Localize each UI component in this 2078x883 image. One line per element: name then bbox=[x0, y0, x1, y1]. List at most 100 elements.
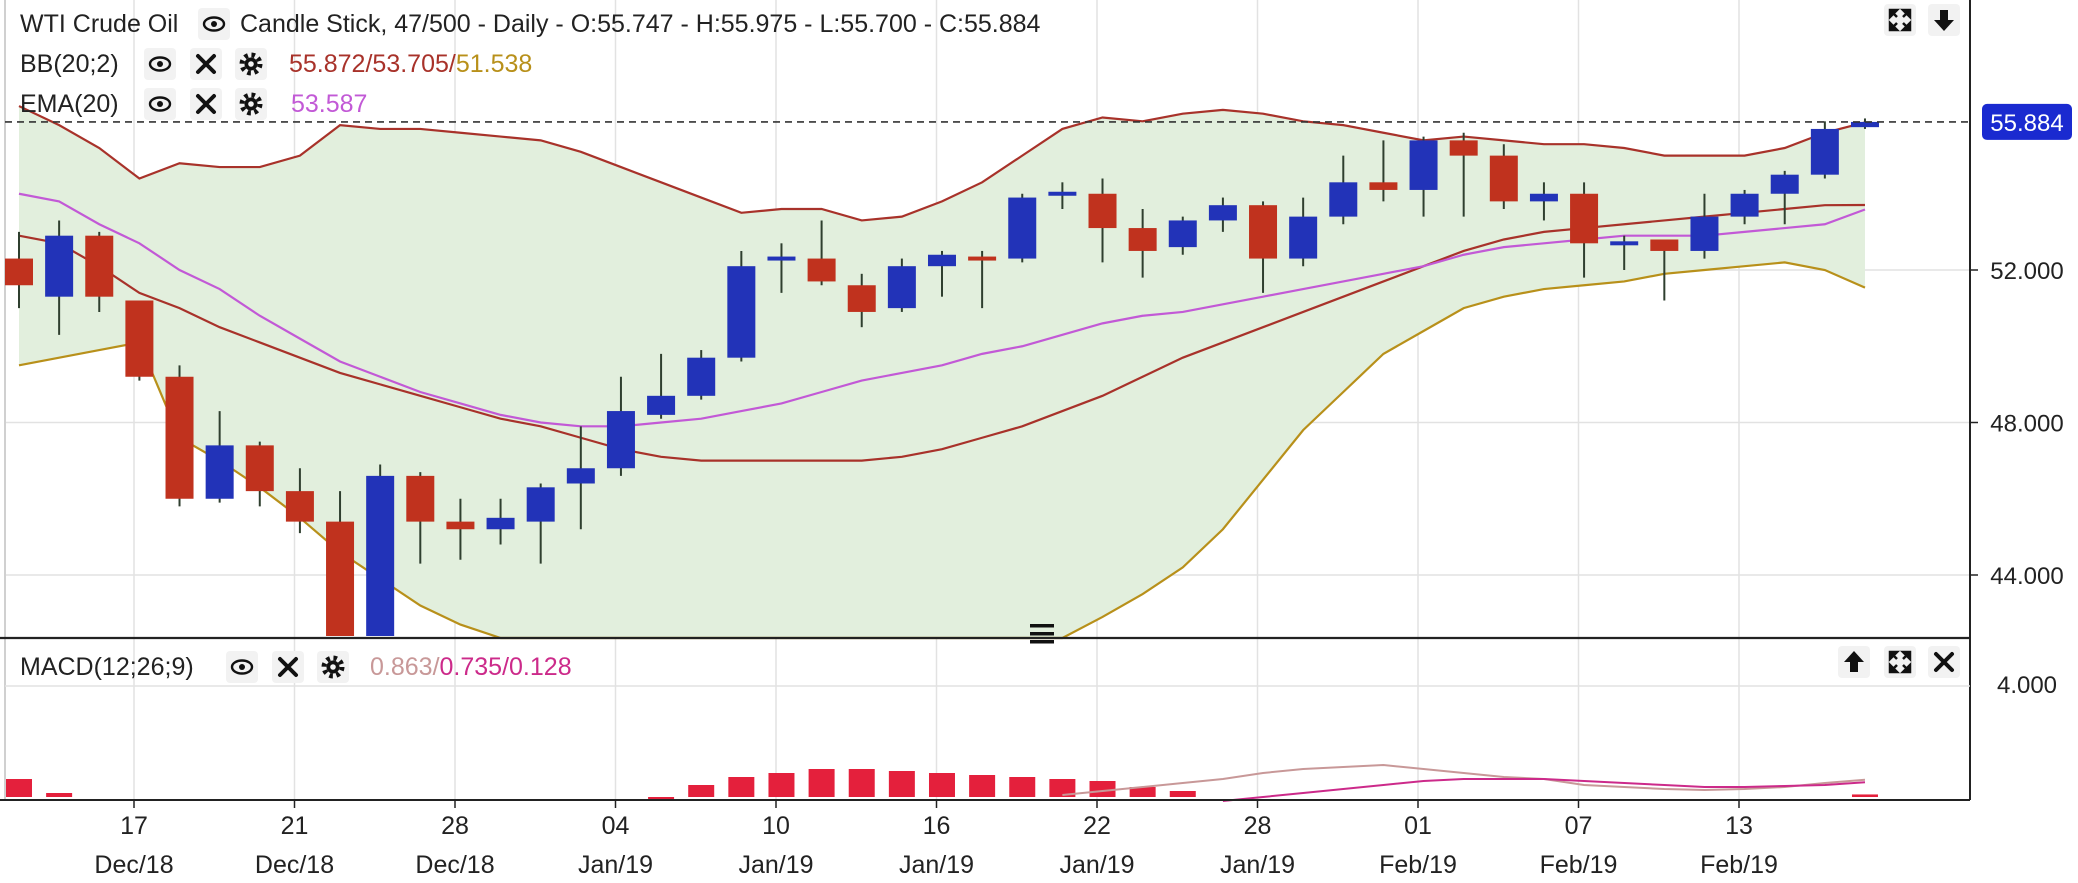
macd-panel[interactable] bbox=[5, 685, 1970, 802]
ema-eye-button[interactable] bbox=[144, 88, 176, 120]
chart-info: Candle Stick, 47/500 - Daily - O:55.747 … bbox=[240, 10, 1041, 38]
candle-up bbox=[1730, 193, 1759, 217]
macd-axis-label: 4.000 bbox=[1997, 672, 2057, 699]
x-tick-month: Feb/19 bbox=[1700, 851, 1778, 879]
expand-icon bbox=[1888, 650, 1912, 674]
x-tick-month: Jan/19 bbox=[1220, 851, 1295, 879]
bollinger-upper-line bbox=[18, 105, 1866, 222]
x-tick-day: 21 bbox=[281, 812, 309, 840]
bb-sep-1: / bbox=[365, 50, 372, 78]
bb-settings-button[interactable] bbox=[235, 48, 267, 80]
eye-icon bbox=[230, 659, 254, 675]
candle-up bbox=[1409, 140, 1438, 190]
bollinger-band-fill bbox=[19, 106, 1865, 638]
macd-label: MACD(12;26;9) bbox=[20, 653, 194, 681]
macd-settings-button[interactable] bbox=[317, 651, 349, 683]
candle-down bbox=[245, 445, 274, 492]
candle-down bbox=[85, 235, 114, 297]
expand-button[interactable] bbox=[1884, 4, 1916, 36]
macd-histogram-bar bbox=[1089, 781, 1116, 797]
close-icon bbox=[196, 94, 216, 114]
bb-upper-value: 55.872 bbox=[289, 50, 365, 78]
candle-down bbox=[165, 376, 194, 499]
macd-remove-button[interactable] bbox=[272, 651, 304, 683]
close-icon bbox=[1934, 652, 1954, 672]
macd-expand-button[interactable] bbox=[1884, 646, 1916, 678]
candle-up bbox=[1529, 193, 1558, 202]
macd-histogram-bar bbox=[928, 773, 955, 797]
candle-up bbox=[566, 468, 595, 484]
move-down-button[interactable] bbox=[1928, 4, 1960, 36]
gear-icon bbox=[321, 655, 345, 679]
macd-close-button[interactable] bbox=[1928, 646, 1960, 678]
candle-up bbox=[1770, 174, 1799, 194]
ema-remove-button[interactable] bbox=[190, 88, 222, 120]
candle-up bbox=[606, 411, 635, 469]
signal-value: 0.735 bbox=[440, 653, 503, 681]
x-tick-day: 07 bbox=[1565, 812, 1593, 840]
price-panel[interactable] bbox=[4, 0, 1970, 800]
candle-up bbox=[1208, 205, 1237, 221]
candle-up bbox=[1289, 216, 1318, 259]
candle-up bbox=[1329, 182, 1358, 217]
bb-remove-button[interactable] bbox=[190, 48, 222, 80]
macd-histogram-bar bbox=[688, 785, 715, 797]
macd-signal-line bbox=[1222, 778, 1866, 802]
chart-header: WTI Crude Oil Candle Stick, 47/500 - Dai… bbox=[20, 8, 1041, 40]
candle-up bbox=[887, 266, 916, 309]
y-tick-label: 52.000 bbox=[1990, 258, 2063, 285]
bb-eye-button[interactable] bbox=[144, 48, 176, 80]
candle-up bbox=[486, 517, 515, 530]
candle-up bbox=[526, 487, 555, 522]
arrow-up-icon bbox=[1844, 651, 1864, 672]
last-price-badge-text: 55.884 bbox=[1990, 110, 2063, 137]
macd-sep-1: / bbox=[433, 653, 440, 681]
macd-histogram-bar bbox=[969, 775, 996, 797]
candle-up bbox=[727, 266, 756, 358]
candle-down bbox=[1570, 193, 1599, 244]
drag-handle-icon bbox=[1030, 624, 1054, 644]
candle-up bbox=[1810, 128, 1839, 175]
x-tick-month: Jan/19 bbox=[1059, 851, 1134, 879]
last-price-badge bbox=[1982, 103, 2072, 140]
eye-icon bbox=[148, 56, 172, 72]
panel-resize-handle[interactable] bbox=[1030, 624, 1054, 644]
bollinger-middle-line bbox=[18, 203, 1865, 462]
eye-icon bbox=[202, 16, 226, 32]
candle-down bbox=[406, 475, 435, 522]
macd-histogram-bar bbox=[728, 777, 755, 797]
x-tick-month: Feb/19 bbox=[1379, 851, 1457, 879]
instrument-name: WTI Crude Oil bbox=[20, 10, 178, 38]
x-tick-day: 10 bbox=[762, 812, 790, 840]
ema-legend: EMA(20) 53.587 bbox=[20, 88, 367, 120]
x-tick-day: 13 bbox=[1725, 812, 1753, 840]
macd-value: 0.863 bbox=[370, 653, 433, 681]
y-tick-label: 44.000 bbox=[1990, 563, 2063, 590]
close-icon bbox=[278, 657, 298, 677]
macd-histogram-bar bbox=[1851, 794, 1878, 797]
x-tick-month: Dec/18 bbox=[415, 851, 494, 879]
candle-down bbox=[1650, 239, 1679, 251]
header-eye-button[interactable] bbox=[198, 8, 230, 40]
macd-sep-2: / bbox=[502, 653, 509, 681]
macd-eye-button[interactable] bbox=[226, 651, 258, 683]
x-tick-month: Jan/19 bbox=[899, 851, 974, 879]
candle-up bbox=[767, 256, 796, 261]
macd-histogram bbox=[6, 769, 1878, 799]
macd-move-up-button[interactable] bbox=[1838, 646, 1870, 678]
candle-down bbox=[1088, 193, 1117, 229]
candles bbox=[5, 118, 1879, 636]
candle-down bbox=[125, 300, 154, 377]
candle-down bbox=[5, 258, 33, 286]
candle-up bbox=[687, 357, 716, 396]
x-tick-month: Dec/18 bbox=[255, 851, 334, 879]
histogram-value: 0.128 bbox=[509, 653, 572, 681]
price-axis: 44.000 48.000 52.000 bbox=[1970, 258, 2064, 590]
gear-icon bbox=[239, 52, 263, 76]
time-axis: 17 Dec/18 21 Dec/18 28 Dec/18 04 Jan/19 10 Jan/19… bbox=[94, 800, 1778, 879]
gear-icon bbox=[239, 92, 263, 116]
x-tick-day: 04 bbox=[602, 812, 630, 840]
eye-icon bbox=[148, 96, 172, 112]
ema-settings-button[interactable] bbox=[235, 88, 267, 120]
